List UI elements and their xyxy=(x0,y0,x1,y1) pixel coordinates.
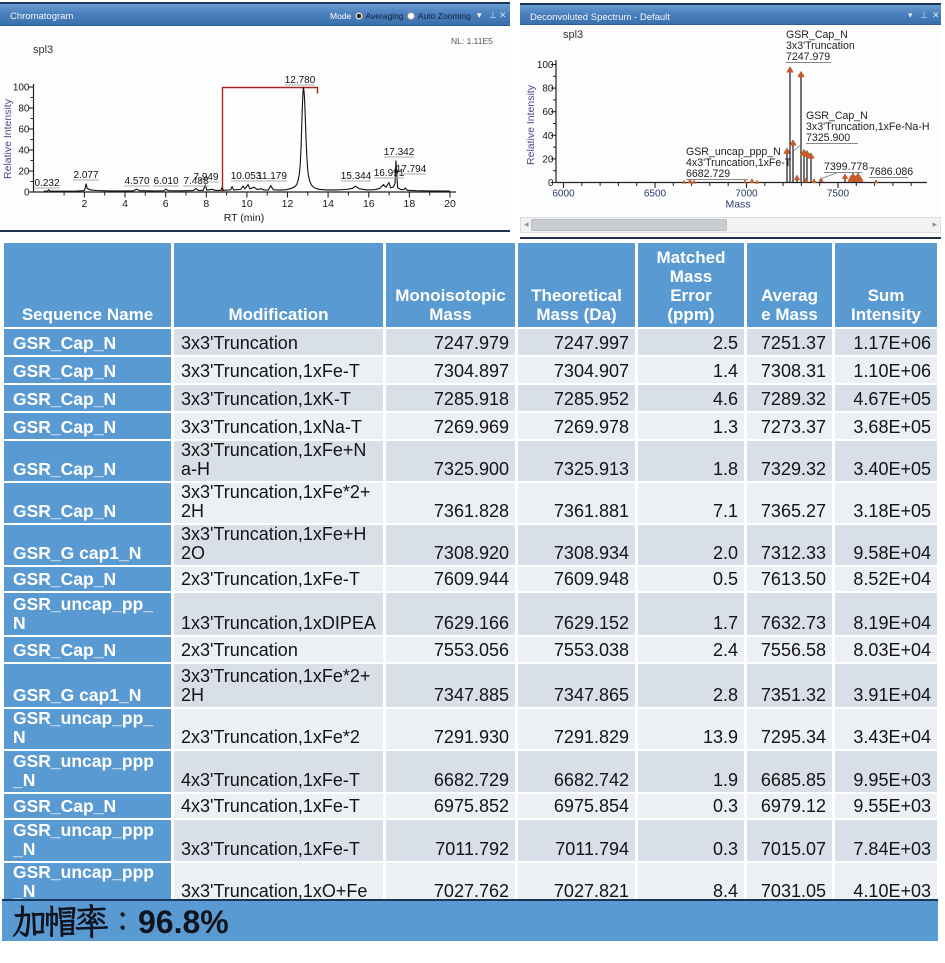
svg-text:Relative Intensity: Relative Intensity xyxy=(525,84,537,165)
svg-text:20: 20 xyxy=(18,167,30,178)
svg-text:4.570: 4.570 xyxy=(124,176,149,187)
svg-text:20: 20 xyxy=(542,154,554,165)
svg-text:4: 4 xyxy=(122,198,128,210)
svg-text:3x3'Truncation,1xFe-Na-H: 3x3'Truncation,1xFe-Na-H xyxy=(806,121,930,133)
svg-text:18: 18 xyxy=(404,198,416,210)
svg-text:12: 12 xyxy=(282,198,294,210)
svg-text:RT (min): RT (min) xyxy=(224,212,264,224)
svg-text:60: 60 xyxy=(542,107,554,118)
svg-text:NL: 1.11E5: NL: 1.11E5 xyxy=(451,36,493,46)
svg-text:100: 100 xyxy=(537,60,554,71)
svg-text:0.232: 0.232 xyxy=(34,178,59,189)
svg-text:16: 16 xyxy=(363,198,375,210)
svg-text:Relative Intensity: Relative Intensity xyxy=(2,98,14,179)
svg-text:2.077: 2.077 xyxy=(73,170,98,181)
svg-text:6682.729: 6682.729 xyxy=(686,168,730,180)
svg-text:Mass: Mass xyxy=(725,199,750,211)
svg-text:14: 14 xyxy=(322,198,334,210)
svg-text:spl3: spl3 xyxy=(563,29,583,41)
svg-text:10: 10 xyxy=(241,198,253,210)
svg-text:60: 60 xyxy=(18,125,30,136)
svg-text:100: 100 xyxy=(13,83,30,94)
svg-text:spl3: spl3 xyxy=(33,44,53,56)
svg-text:20: 20 xyxy=(444,198,456,210)
svg-text:0: 0 xyxy=(24,188,30,199)
svg-text:40: 40 xyxy=(18,146,30,157)
svg-text:GSR_uncap_ppp_N: GSR_uncap_ppp_N xyxy=(686,146,781,158)
svg-text:8: 8 xyxy=(203,198,209,210)
svg-text:6500: 6500 xyxy=(644,189,667,200)
svg-text:6: 6 xyxy=(163,198,169,210)
svg-text:6.010: 6.010 xyxy=(153,176,178,187)
svg-text:17.342: 17.342 xyxy=(384,147,415,158)
svg-text:6000: 6000 xyxy=(552,189,575,200)
svg-text:10.053: 10.053 xyxy=(231,171,262,182)
svg-text:40: 40 xyxy=(542,131,554,142)
svg-text:4x3'Truncation,1xFe-T: 4x3'Truncation,1xFe-T xyxy=(686,157,792,169)
svg-text:15.344: 15.344 xyxy=(341,171,372,182)
svg-text:16.991: 16.991 xyxy=(374,168,405,179)
svg-text:80: 80 xyxy=(542,84,554,95)
svg-text:11.179: 11.179 xyxy=(257,171,287,182)
svg-text:7686.086: 7686.086 xyxy=(869,166,913,178)
svg-text:0: 0 xyxy=(548,178,554,189)
svg-text:GSR_Cap_N: GSR_Cap_N xyxy=(786,29,848,41)
svg-text:7247.979: 7247.979 xyxy=(786,51,830,63)
svg-text:7000: 7000 xyxy=(735,189,758,200)
svg-text:12.780: 12.780 xyxy=(285,75,316,86)
svg-text:2: 2 xyxy=(81,198,87,210)
svg-text:17.794: 17.794 xyxy=(396,164,427,175)
svg-text:7399.778: 7399.778 xyxy=(824,161,868,173)
svg-text:3x3'Truncation: 3x3'Truncation xyxy=(786,40,855,52)
svg-text:7.949: 7.949 xyxy=(193,172,218,183)
svg-text:7500: 7500 xyxy=(827,189,850,200)
svg-text:80: 80 xyxy=(18,104,30,115)
svg-text:7325.900: 7325.900 xyxy=(806,132,850,144)
svg-text:GSR_Cap_N: GSR_Cap_N xyxy=(806,110,868,122)
